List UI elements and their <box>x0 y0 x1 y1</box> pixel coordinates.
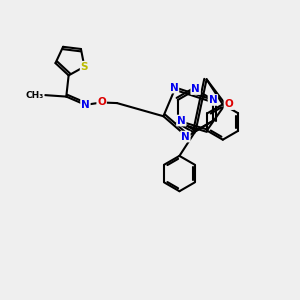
Text: CH₃: CH₃ <box>26 91 44 100</box>
Text: O: O <box>224 99 233 109</box>
Text: N: N <box>191 84 200 94</box>
Text: O: O <box>97 98 106 107</box>
Text: N: N <box>81 100 90 110</box>
Text: S: S <box>81 62 88 72</box>
Text: N: N <box>177 116 186 126</box>
Text: N: N <box>208 95 217 105</box>
Text: N: N <box>181 132 190 142</box>
Text: N: N <box>170 82 178 93</box>
